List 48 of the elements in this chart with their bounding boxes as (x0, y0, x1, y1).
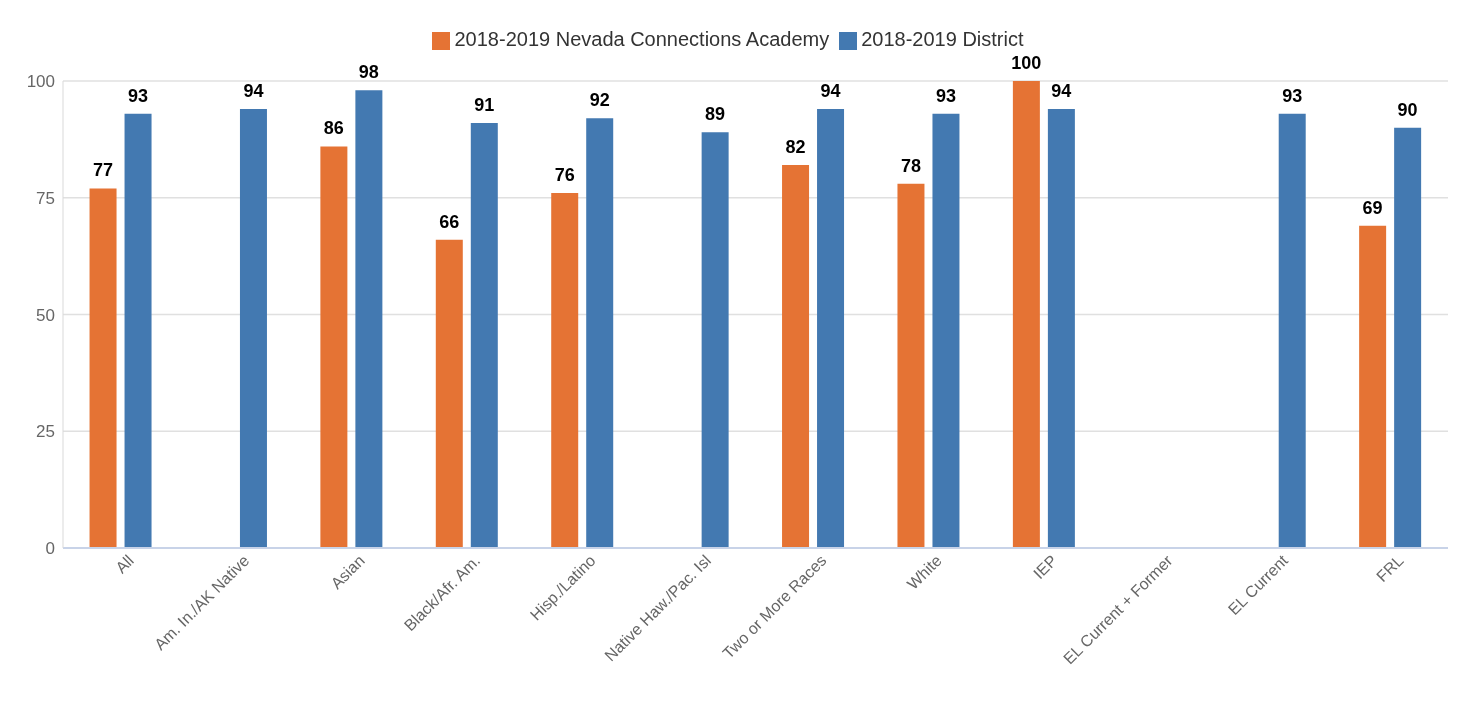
data-label: 78 (900, 155, 921, 176)
bar (897, 183, 925, 548)
bar (435, 239, 463, 548)
x-tick-label: All (112, 551, 137, 577)
data-label: 94 (243, 81, 264, 102)
data-label: 98 (358, 62, 379, 83)
data-label: 86 (323, 118, 344, 139)
legend-label: 2018-2019 District (861, 28, 1024, 50)
data-label: 91 (474, 95, 495, 116)
bar (1359, 225, 1387, 548)
legend-label: 2018-2019 Nevada Connections Academy (454, 28, 830, 50)
data-label: 69 (1362, 197, 1383, 218)
bar (124, 113, 152, 548)
bar (1012, 81, 1040, 548)
bar (239, 109, 267, 548)
bar (817, 109, 845, 548)
bar (355, 90, 383, 548)
y-tick-label: 75 (36, 188, 55, 208)
data-label: 94 (1051, 81, 1072, 102)
data-label: 76 (554, 165, 575, 186)
bar (551, 193, 579, 548)
y-tick-label: 0 (45, 539, 55, 559)
data-label: 94 (820, 81, 841, 102)
bar (470, 123, 498, 548)
x-tick-label: IEP (1030, 551, 1061, 583)
data-label: 92 (589, 90, 610, 111)
y-tick-label: 25 (36, 422, 55, 442)
data-label: 100 (1011, 53, 1042, 73)
data-label: 93 (935, 85, 956, 106)
data-label: 77 (93, 160, 114, 181)
data-label: 93 (128, 85, 149, 106)
x-tick-label: FRL (1373, 551, 1407, 586)
bar (1394, 127, 1422, 548)
data-label: 93 (1282, 85, 1303, 106)
y-tick-label: 100 (26, 72, 55, 92)
bar (701, 132, 729, 548)
bar (320, 146, 348, 548)
data-label: 90 (1397, 99, 1418, 120)
data-label: 66 (439, 211, 460, 232)
data-label: 89 (705, 104, 726, 125)
bar (89, 188, 117, 548)
bar (932, 113, 960, 548)
data-label: 82 (785, 137, 806, 158)
bar (586, 118, 614, 548)
bar (782, 165, 810, 548)
bar (1047, 109, 1075, 548)
y-tick-label: 50 (36, 305, 55, 325)
bar (1278, 113, 1306, 548)
